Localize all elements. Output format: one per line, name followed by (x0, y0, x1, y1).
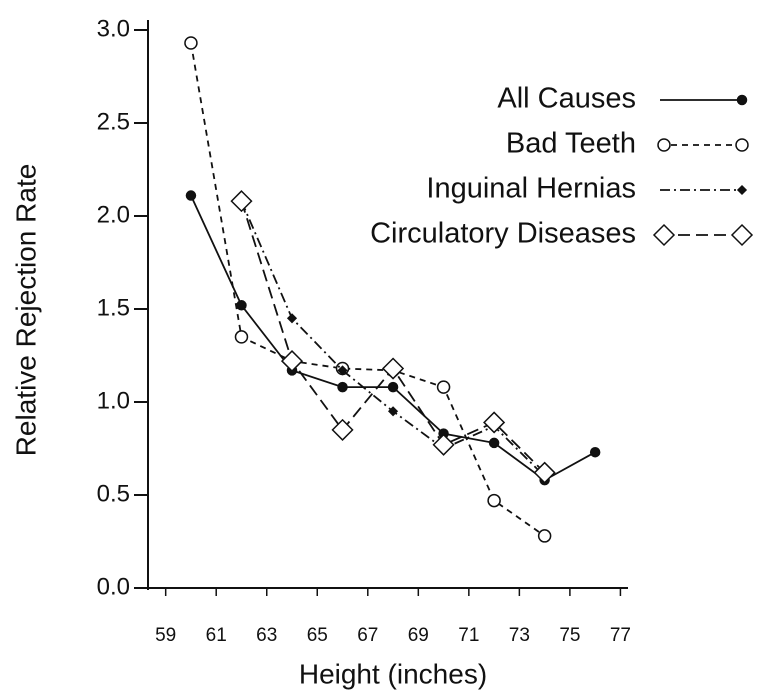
y-tick-label: 3.0 (97, 15, 130, 42)
series-line (190, 42, 546, 537)
x-tick-label: 67 (357, 625, 378, 646)
point (236, 300, 247, 311)
point (487, 493, 501, 508)
point (533, 461, 556, 484)
x-tick-label: 61 (206, 625, 227, 646)
point (381, 357, 405, 380)
point (286, 313, 298, 324)
legend-marker (652, 223, 676, 247)
point (185, 190, 197, 201)
point (432, 433, 455, 456)
point (337, 381, 348, 393)
point (331, 418, 354, 441)
legend-label: Circulatory Diseases (370, 218, 636, 250)
point (387, 406, 399, 417)
y-tick-label: 2.0 (97, 201, 130, 228)
x-tick-label: 77 (610, 625, 631, 646)
x-axis-title: Height (inches) (299, 658, 487, 689)
point (436, 380, 451, 394)
point (488, 437, 500, 449)
point (234, 330, 249, 344)
point (387, 381, 399, 393)
legend-marker (736, 94, 748, 106)
y-axis-title: Relative Rejection Rate (10, 164, 41, 457)
legend-marker (735, 138, 749, 152)
point (230, 190, 253, 213)
y-tick-label: 1.0 (97, 387, 130, 414)
legend-marker (730, 223, 754, 247)
legend-marker (657, 138, 671, 152)
plot-area (184, 36, 601, 543)
point (184, 36, 198, 50)
y-tick-label: 0.5 (97, 480, 130, 507)
legend-marker (736, 184, 748, 196)
x-tick-label: 69 (408, 625, 429, 646)
legend-label: Bad Teeth (506, 128, 636, 160)
point (537, 529, 552, 543)
x-tick-label: 75 (559, 625, 580, 646)
x-tick-label: 59 (155, 625, 176, 646)
legend-label: All Causes (497, 83, 636, 115)
x-tick-label: 73 (509, 625, 530, 646)
point (337, 365, 348, 376)
legend-label: Inguinal Hernias (426, 173, 636, 205)
y-tick-label: 0.0 (97, 573, 130, 600)
y-tick-label: 1.5 (97, 294, 130, 321)
point (589, 446, 601, 458)
point (280, 350, 304, 373)
x-tick-label: 71 (458, 625, 479, 646)
x-tick-label: 65 (307, 625, 328, 646)
x-tick-label: 63 (256, 625, 277, 646)
point (483, 411, 506, 434)
y-tick-label: 2.5 (97, 108, 130, 135)
